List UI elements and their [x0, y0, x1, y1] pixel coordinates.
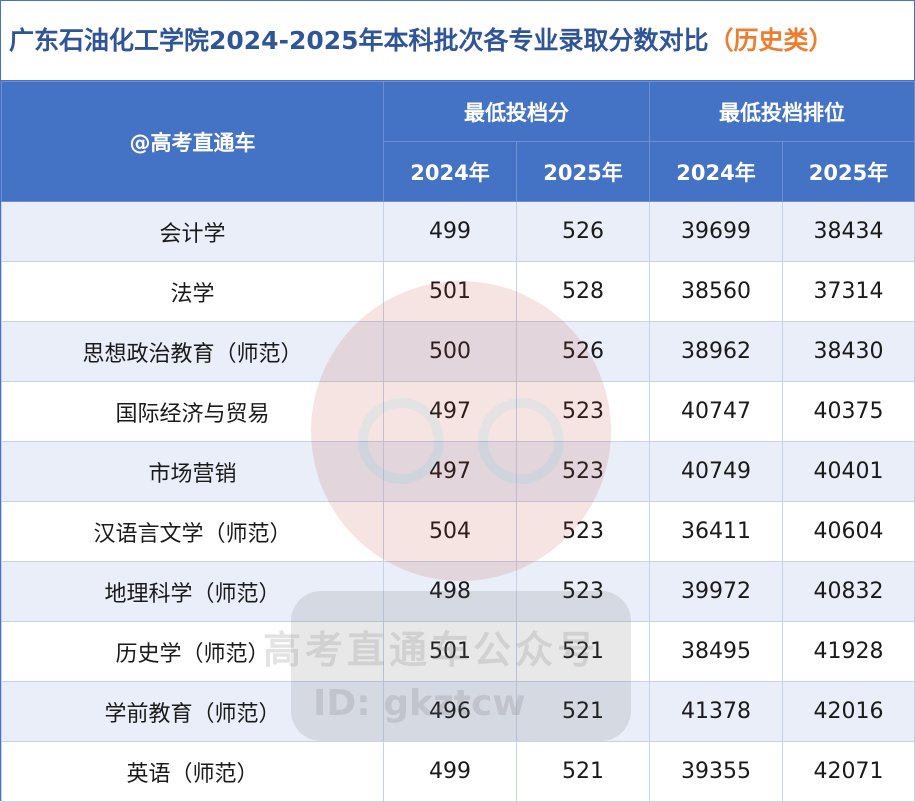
min-score-2025-cell: 528 — [516, 261, 650, 322]
min-rank-2024-cell: 41378 — [649, 681, 783, 742]
min-score-2025-cell: 523 — [516, 381, 650, 442]
min-rank-2025-cell: 40604 — [782, 501, 915, 562]
min-score-2025-cell: 523 — [516, 501, 650, 562]
min-score-2025-cell: 526 — [516, 321, 650, 382]
year-header: 2024年 — [649, 141, 783, 202]
min-score-2024-cell: 497 — [383, 441, 517, 502]
min-rank-2024-cell: 39355 — [649, 741, 783, 802]
major-cell: 市场营销 — [1, 441, 384, 502]
major-cell: 学前教育（师范） — [1, 681, 384, 742]
min-score-2024-cell: 499 — [383, 201, 517, 262]
min-rank-2025-cell: 41928 — [782, 621, 915, 682]
table-row: 学前教育（师范） 496 521 41378 42016 — [1, 681, 915, 742]
table-row: 法学 501 528 38560 37314 — [1, 261, 915, 322]
min-score-2024-cell: 498 — [383, 561, 517, 622]
corner-label: @高考直通车 — [1, 81, 384, 202]
group-header-rank: 最低投档排位 — [649, 81, 915, 142]
title-main: 广东石油化工学院2024-2025年本科批次各专业录取分数对比 — [9, 26, 709, 55]
min-rank-2025-cell: 42016 — [782, 681, 915, 742]
major-cell: 思想政治教育（师范） — [1, 321, 384, 382]
table-row: 会计学 499 526 39699 38434 — [1, 201, 915, 262]
major-cell: 会计学 — [1, 201, 384, 262]
min-score-2025-cell: 521 — [516, 681, 650, 742]
score-table: @高考直通车 最低投档分 最低投档排位 2024年 2025年 2024年 20… — [1, 81, 915, 802]
page-title: 广东石油化工学院2024-2025年本科批次各专业录取分数对比（历史类） — [1, 1, 914, 81]
table-row: 地理科学（师范） 498 523 39972 40832 — [1, 561, 915, 622]
year-header: 2025年 — [782, 141, 915, 202]
min-score-2025-cell: 526 — [516, 201, 650, 262]
year-header: 2025年 — [516, 141, 650, 202]
title-category-tag: （历史类） — [708, 26, 834, 55]
min-rank-2025-cell: 42071 — [782, 741, 915, 802]
min-score-2024-cell: 501 — [383, 621, 517, 682]
min-rank-2024-cell: 39699 — [649, 201, 783, 262]
major-cell: 地理科学（师范） — [1, 561, 384, 622]
min-score-2024-cell: 500 — [383, 321, 517, 382]
min-rank-2024-cell: 38495 — [649, 621, 783, 682]
min-score-2024-cell: 496 — [383, 681, 517, 742]
table-body: 会计学 499 526 39699 38434 法学 501 528 38560 37314 思想政… — [1, 201, 915, 802]
min-score-2025-cell: 523 — [516, 561, 650, 622]
min-score-2024-cell: 504 — [383, 501, 517, 562]
min-rank-2024-cell: 38560 — [649, 261, 783, 322]
min-score-2024-cell: 501 — [383, 261, 517, 322]
table-row: 市场营销 497 523 40749 40401 — [1, 441, 915, 502]
min-score-2025-cell: 521 — [516, 621, 650, 682]
major-cell: 法学 — [1, 261, 384, 322]
min-rank-2025-cell: 40832 — [782, 561, 915, 622]
min-rank-2025-cell: 40401 — [782, 441, 915, 502]
table-row: 英语（师范） 499 521 39355 42071 — [1, 741, 915, 802]
min-rank-2024-cell: 40747 — [649, 381, 783, 442]
min-rank-2024-cell: 40749 — [649, 441, 783, 502]
min-rank-2025-cell: 38434 — [782, 201, 915, 262]
year-header: 2024年 — [383, 141, 517, 202]
table-row: 历史学（师范） 501 521 38495 41928 — [1, 621, 915, 682]
major-cell: 汉语言文学（师范） — [1, 501, 384, 562]
major-cell: 历史学（师范） — [1, 621, 384, 682]
table-header: @高考直通车 最低投档分 最低投档排位 2024年 2025年 2024年 20… — [1, 81, 915, 202]
major-cell: 英语（师范） — [1, 741, 384, 802]
table-row: 思想政治教育（师范） 500 526 38962 38430 — [1, 321, 915, 382]
min-rank-2024-cell: 39972 — [649, 561, 783, 622]
min-rank-2025-cell: 38430 — [782, 321, 915, 382]
min-score-2025-cell: 521 — [516, 741, 650, 802]
min-rank-2024-cell: 36411 — [649, 501, 783, 562]
min-rank-2025-cell: 40375 — [782, 381, 915, 442]
major-cell: 国际经济与贸易 — [1, 381, 384, 442]
table-row: 汉语言文学（师范） 504 523 36411 40604 — [1, 501, 915, 562]
group-header-score: 最低投档分 — [383, 81, 650, 142]
min-score-2024-cell: 499 — [383, 741, 517, 802]
table-row: 国际经济与贸易 497 523 40747 40375 — [1, 381, 915, 442]
min-rank-2025-cell: 37314 — [782, 261, 915, 322]
min-rank-2024-cell: 38962 — [649, 321, 783, 382]
min-score-2025-cell: 523 — [516, 441, 650, 502]
min-score-2024-cell: 497 — [383, 381, 517, 442]
